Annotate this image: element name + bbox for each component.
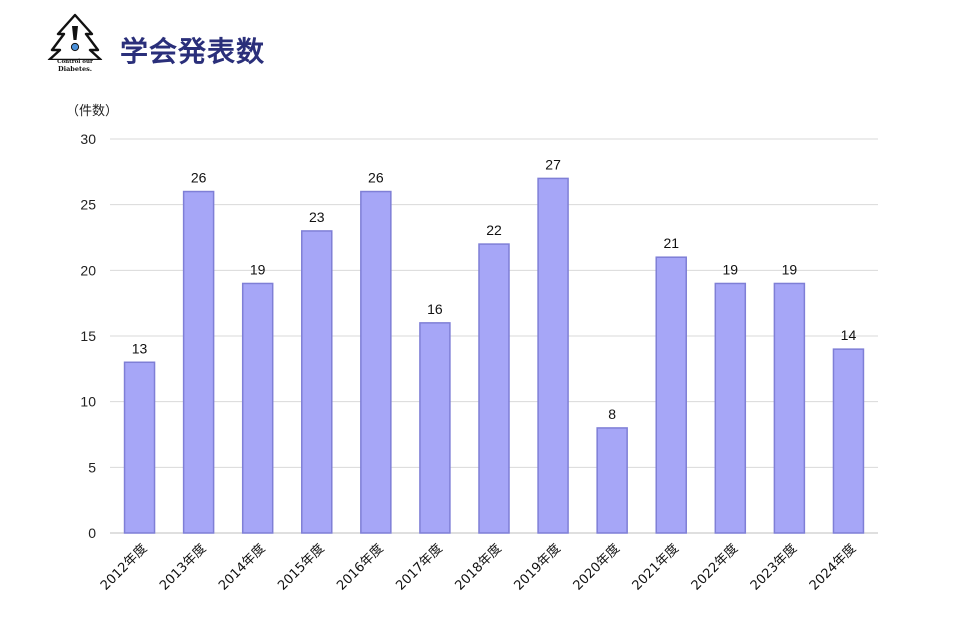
y-tick-label: 5 [88,459,96,475]
bar [773,282,806,534]
y-tick-label: 15 [80,328,96,344]
y-tick-label: 0 [88,525,96,541]
x-tick-label: 2013年度 [156,541,209,594]
bar [182,190,215,534]
bar [478,243,510,534]
data-label: 23 [309,209,325,225]
y-tick-label: 25 [80,197,96,213]
data-label: 19 [782,261,798,277]
x-tick-label: 2014年度 [215,541,268,594]
data-label: 27 [545,156,561,172]
data-label: 21 [663,235,679,251]
x-tick-label: 2012年度 [97,541,150,594]
data-label: 19 [250,261,266,277]
x-tick-label: 2016年度 [334,541,387,594]
x-tick-label: 2021年度 [629,541,682,594]
x-tick-label: 2018年度 [452,541,505,594]
bar [419,322,451,534]
data-label: 8 [608,406,616,422]
data-label: 14 [841,327,857,343]
logo-text-line2: Diabetes. [57,65,93,73]
x-tick-label: 2022年度 [688,541,741,594]
x-tick-label: 2023年度 [747,541,800,594]
y-tick-label: 30 [80,131,96,147]
data-label: 26 [191,170,207,186]
x-tick-label: 2019年度 [511,541,564,594]
x-tick-label: 2015年度 [274,541,327,594]
bar [655,256,687,534]
x-tick-label: 2020年度 [570,541,623,594]
bar [832,348,865,534]
logo-text-line1: Control our [57,59,93,65]
data-label: 26 [368,170,384,186]
control-our-diabetes-logo: Control our Diabetes. [46,12,104,74]
bar [537,177,569,534]
data-label: 19 [723,261,739,277]
bar [596,427,628,534]
data-label: 16 [427,301,443,317]
data-label: 22 [486,222,502,238]
page-title: 学会発表数 [120,35,266,68]
y-tick-label: 20 [80,262,96,278]
x-tick-label: 2017年度 [393,541,446,594]
bar [360,190,392,534]
x-tick-label: 2024年度 [806,541,859,594]
bar [123,361,156,534]
y-axis-unit-label: （件数） [66,104,119,119]
y-tick-label: 10 [80,394,96,410]
bar [301,230,333,534]
bar [714,282,747,534]
bar [241,282,274,534]
data-label: 13 [132,340,148,356]
